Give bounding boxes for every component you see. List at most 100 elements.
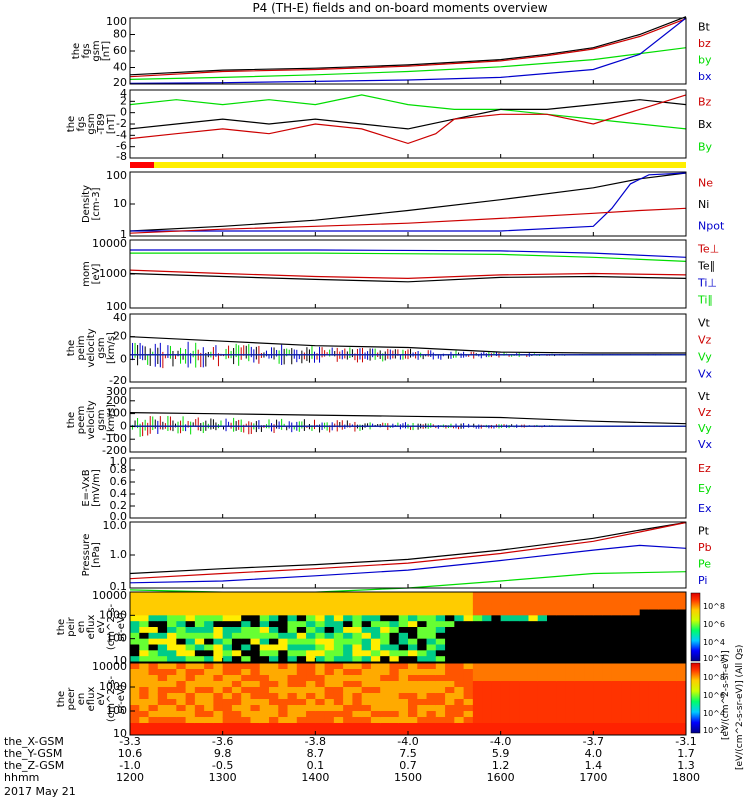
heatmap-cell — [602, 669, 613, 676]
y-axis-label-line: en — [76, 693, 87, 706]
heatmap-cell — [658, 699, 668, 706]
heatmap-cell — [157, 681, 168, 688]
heatmap-cell — [482, 632, 492, 640]
series-Bt — [129, 16, 687, 76]
heatmap-cell — [259, 627, 270, 634]
heatmap-cell — [148, 609, 159, 616]
heatmap-cell — [176, 644, 187, 651]
heatmap-cell — [287, 597, 298, 605]
heatmap-cell — [667, 663, 678, 670]
heatmap-cell — [417, 675, 428, 682]
heatmap-cell — [408, 687, 418, 694]
orbit-value: -1.0 — [119, 759, 140, 772]
orbit-row-label: hhmm — [4, 771, 39, 784]
heatmap-cell — [139, 656, 150, 663]
heatmap-cell — [389, 687, 400, 694]
orbit-row-label: the_X-GSM — [4, 735, 64, 748]
heatmap-cell — [333, 669, 344, 676]
heatmap-cell — [139, 592, 150, 599]
heatmap-cell — [380, 711, 390, 718]
heatmap-cell — [130, 621, 140, 628]
heatmap-cell — [426, 603, 437, 610]
heatmap-cell — [259, 681, 270, 688]
heatmap-cell — [417, 627, 428, 634]
legend-Vt: Vt — [698, 390, 711, 403]
heatmap-cell — [213, 705, 224, 712]
heatmap-cell — [176, 615, 187, 622]
heatmap-cell — [380, 656, 390, 663]
heatmap-cell — [639, 615, 650, 622]
heatmap-cell — [676, 687, 687, 694]
heatmap-cell — [352, 669, 363, 676]
heatmap-cell — [148, 705, 159, 712]
heatmap-cell — [547, 592, 557, 599]
series-Ti∥ — [130, 252, 687, 262]
heatmap-cell — [463, 603, 474, 610]
heatmap-cell — [194, 663, 205, 670]
heatmap-cell — [602, 729, 613, 736]
heatmap-cell — [611, 681, 622, 688]
heatmap-cell — [231, 621, 242, 628]
heatmap-cell — [157, 717, 168, 724]
heatmap-cell — [574, 717, 585, 724]
orbit-value: 9.8 — [214, 747, 232, 760]
heatmap-cell — [426, 627, 437, 634]
heatmap-cell — [611, 729, 622, 736]
heatmap-cell — [352, 663, 363, 670]
heatmap-cell — [639, 609, 650, 616]
heatmap-cell — [213, 656, 224, 663]
heatmap-cell — [639, 656, 650, 663]
y-axis-label-line: fgs — [76, 116, 87, 131]
heatmap-cell — [315, 729, 326, 736]
heatmap-cell — [194, 693, 205, 700]
heatmap-cell — [167, 693, 177, 700]
heatmap-cell — [269, 644, 279, 651]
heatmap-cell — [519, 632, 529, 640]
heatmap-cell — [176, 729, 187, 736]
heatmap-cell — [611, 632, 622, 640]
heatmap-cell — [259, 592, 270, 599]
heatmap-cell — [408, 592, 418, 599]
heatmap-cell — [593, 723, 604, 730]
heatmap-cell — [556, 592, 567, 599]
heatmap-cell — [333, 723, 344, 730]
heatmap-cell — [278, 669, 289, 676]
heatmap-cell — [667, 603, 678, 610]
heatmap-cell — [445, 711, 455, 718]
heatmap-cell — [565, 663, 576, 670]
y-tick-label: 40 — [113, 61, 127, 74]
heatmap-cell — [398, 717, 409, 724]
heatmap-cell — [556, 723, 567, 730]
legend-Npot: Npot — [698, 219, 725, 232]
legend-Pi: Pi — [698, 574, 707, 587]
heatmap-cell — [408, 717, 418, 724]
heatmap-cell — [250, 609, 261, 616]
heatmap-cell — [482, 723, 492, 730]
heatmap-cell — [324, 681, 335, 688]
heatmap-cell — [482, 675, 492, 682]
heatmap-cell — [380, 638, 390, 645]
heatmap-cell — [574, 669, 585, 676]
heatmap-cell — [380, 650, 390, 657]
heatmap-cell — [658, 705, 668, 712]
orbit-value: 1700 — [579, 771, 607, 784]
heatmap-cell — [500, 711, 511, 718]
heatmap-cell — [463, 650, 474, 657]
heatmap-cell — [454, 592, 465, 599]
heatmap-cell — [472, 699, 483, 706]
heatmap-cell — [398, 687, 409, 694]
heatmap-cell — [398, 621, 409, 628]
heatmap-cell — [352, 627, 363, 634]
heatmap-cell — [500, 699, 511, 706]
heatmap-cell — [463, 592, 474, 599]
heatmap-cell — [611, 615, 622, 622]
heatmap-cell — [602, 687, 613, 694]
heatmap-cell — [204, 650, 214, 657]
heatmap-cell — [269, 723, 279, 730]
heatmap-cell — [408, 675, 418, 682]
heatmap-cell — [130, 609, 140, 616]
heatmap-cell — [315, 592, 326, 599]
